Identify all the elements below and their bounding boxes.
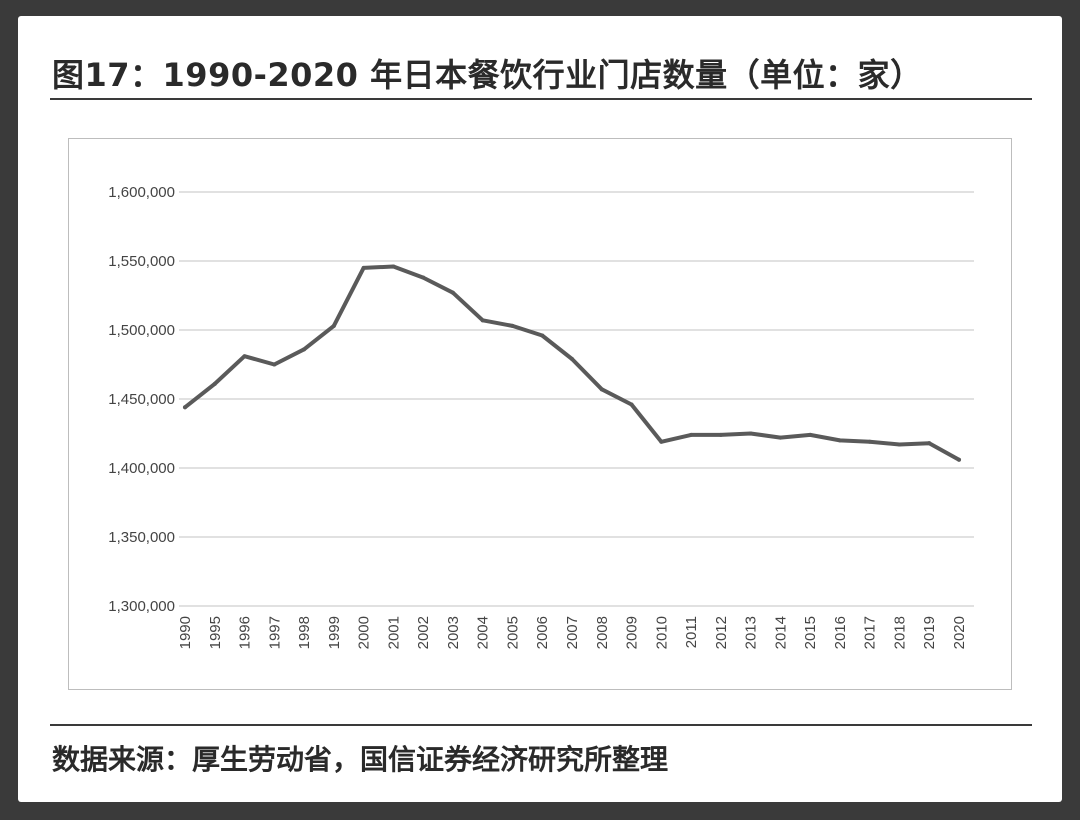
y-tick-label: 1,400,000 — [108, 460, 175, 477]
x-tick-label: 1995 — [207, 616, 224, 649]
y-tick-label: 1,600,000 — [108, 184, 175, 201]
x-tick-label: 2009 — [624, 616, 641, 649]
data-point — [450, 290, 455, 295]
series-line — [183, 264, 961, 462]
data-point — [957, 457, 961, 462]
data-point — [391, 264, 396, 269]
data-point — [718, 432, 723, 437]
data-point — [540, 333, 545, 338]
data-point — [570, 356, 574, 361]
figure-card: 图17：1990-2020 年日本餐饮行业门店数量（单位：家） 1,300,00… — [18, 16, 1062, 802]
x-tick-label: 2017 — [862, 616, 879, 649]
x-tick-label: 2016 — [832, 616, 849, 649]
x-tick-label: 2014 — [772, 616, 789, 649]
data-point — [212, 381, 217, 386]
data-point — [867, 439, 872, 444]
x-tick-label: 1999 — [326, 616, 343, 649]
data-point — [421, 275, 426, 280]
x-tick-label: 2004 — [475, 616, 492, 649]
y-tick-label: 1,350,000 — [108, 529, 175, 546]
x-tick-label: 2011 — [683, 616, 700, 648]
y-tick-label: 1,450,000 — [108, 391, 175, 408]
x-tick-label: 2020 — [951, 616, 968, 649]
data-point — [748, 431, 753, 436]
data-point — [689, 432, 694, 437]
data-point — [778, 435, 783, 440]
y-tick-label: 1,300,000 — [108, 598, 175, 615]
x-tick-label: 2013 — [743, 616, 760, 649]
x-tick-label: 2000 — [356, 616, 373, 649]
y-tick-label: 1,500,000 — [108, 322, 175, 339]
data-point — [510, 323, 515, 328]
title-divider — [50, 98, 1032, 100]
x-tick-label: 2019 — [921, 616, 938, 649]
figure-title: 图17：1990-2020 年日本餐饮行业门店数量（单位：家） — [52, 56, 923, 94]
data-point — [837, 438, 842, 443]
data-point — [272, 362, 277, 367]
x-tick-label: 2012 — [713, 616, 730, 649]
data-point — [897, 442, 902, 447]
data-point — [183, 405, 187, 410]
data-point — [808, 432, 813, 437]
x-tick-label: 2007 — [564, 616, 581, 649]
source-divider — [50, 724, 1032, 726]
data-point — [927, 441, 932, 446]
x-tick-label: 2010 — [653, 616, 670, 649]
x-tick-label: 1996 — [237, 616, 254, 649]
data-point — [480, 318, 485, 323]
data-point — [659, 439, 664, 444]
x-tick-label: 2018 — [891, 616, 908, 649]
x-tick-label: 2002 — [415, 616, 432, 649]
data-point — [302, 347, 307, 352]
data-point — [629, 402, 634, 407]
source-note: 数据来源：厚生劳动省，国信证券经济研究所整理 — [52, 743, 669, 776]
data-point — [599, 387, 604, 392]
x-tick-label: 2006 — [534, 616, 551, 649]
x-tick-label: 1997 — [266, 616, 283, 649]
x-tick-label: 2005 — [504, 616, 521, 649]
x-tick-label: 1998 — [296, 616, 313, 649]
x-tick-label: 2008 — [594, 616, 611, 649]
x-tick-label: 2001 — [385, 616, 402, 649]
y-tick-label: 1,550,000 — [108, 253, 175, 270]
x-tick-label: 2015 — [802, 616, 819, 649]
data-point — [331, 323, 336, 328]
data-point — [361, 265, 366, 270]
x-tick-label: 1990 — [177, 616, 194, 649]
plot-area: 1,300,000 1,350,000 1,400,000 1,450,000 1,50… — [68, 138, 1012, 690]
x-tick-label: 2003 — [445, 616, 462, 649]
data-point — [242, 354, 247, 359]
line-chart: 1,300,000 1,350,000 1,400,000 1,450,000 1,50… — [108, 184, 974, 649]
